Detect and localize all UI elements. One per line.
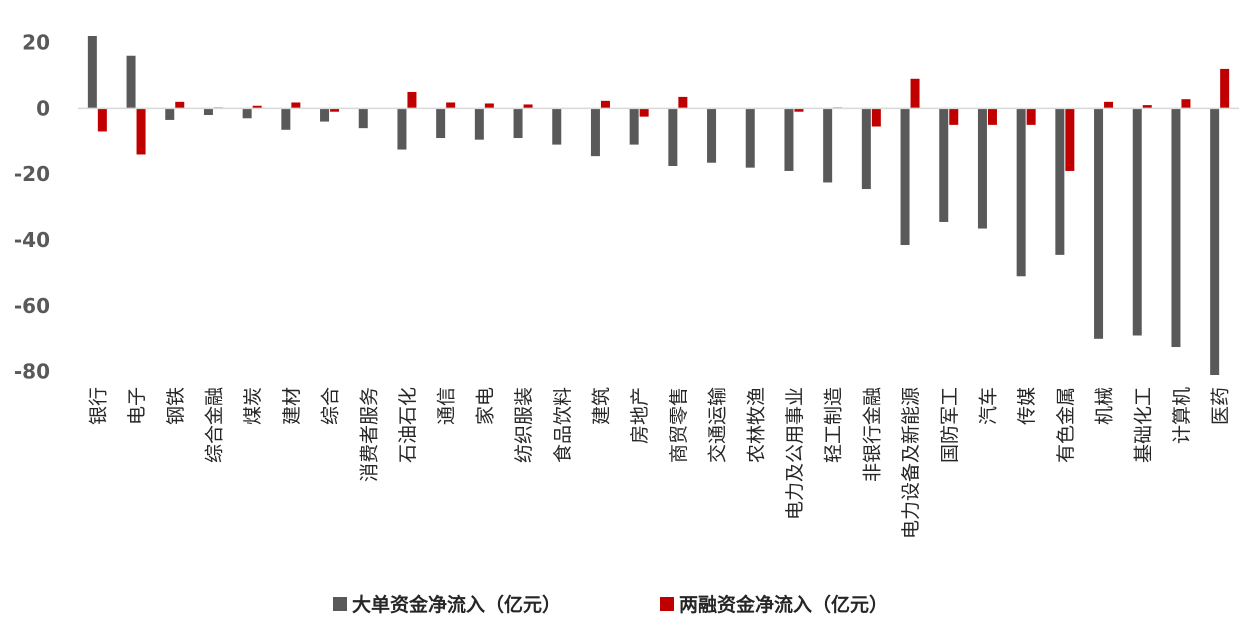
bar-big-order xyxy=(397,108,407,150)
x-category-label: 银行 xyxy=(87,387,109,425)
x-category-label: 通信 xyxy=(436,387,458,425)
x-category-label: 建筑 xyxy=(590,387,612,425)
bar-margin xyxy=(1026,108,1036,125)
x-category-label: 非银行金融 xyxy=(861,387,883,482)
bar-margin xyxy=(407,91,417,109)
bar-big-order xyxy=(977,108,987,229)
bar-big-order xyxy=(203,108,213,115)
bar-big-order xyxy=(87,36,97,109)
x-category-label: 交通运输 xyxy=(707,387,729,463)
bar-big-order xyxy=(590,108,600,157)
bar-margin xyxy=(639,108,649,117)
bar-big-order xyxy=(474,108,484,140)
x-category-label: 计算机 xyxy=(1171,387,1193,444)
bar-big-order xyxy=(1171,108,1181,348)
bar-big-order xyxy=(629,108,639,145)
x-category-label: 医药 xyxy=(1210,387,1232,425)
x-axis-labels: 银行 电子 钢铁 综合金融 煤炭 建材 综合 消费者服务 石油石化 通信 家电 纺织服装 食品饮料 建筑房… xyxy=(87,387,1231,539)
x-category-label: 电力及公用事业 xyxy=(784,387,806,520)
bar-margin xyxy=(678,96,688,109)
bar-margin xyxy=(1181,99,1191,109)
y-tick-label: 0 xyxy=(36,96,50,120)
x-category-label: 建材 xyxy=(281,387,303,425)
bar-big-order xyxy=(900,108,910,245)
x-category-label: 煤炭 xyxy=(242,387,264,425)
x-category-label: 电子 xyxy=(126,387,148,425)
x-category-label: 综合金融 xyxy=(203,387,225,463)
bar-big-order xyxy=(281,108,291,130)
bar-margin xyxy=(446,102,456,109)
y-tick-label: -60 xyxy=(14,294,50,318)
bar-big-order xyxy=(1132,108,1142,336)
bar-big-order xyxy=(1210,108,1220,375)
bar-big-order xyxy=(823,108,833,183)
bar-margin xyxy=(1220,68,1230,109)
bar-big-order xyxy=(513,108,523,139)
x-category-label: 轻工制造 xyxy=(823,387,845,463)
x-category-label: 房地产 xyxy=(629,387,651,444)
bar-margin xyxy=(136,108,146,155)
x-category-label: 食品饮料 xyxy=(552,387,574,463)
bar-margin xyxy=(175,101,185,109)
bar-big-order xyxy=(668,108,678,167)
x-category-label: 有色金属 xyxy=(1055,387,1077,463)
y-tick-label: -20 xyxy=(14,162,50,186)
bar-margin xyxy=(1104,101,1114,109)
legend-label-big-order: 大单资金净流入（亿元） xyxy=(352,593,561,616)
bar-big-order xyxy=(358,108,368,129)
bar-margin xyxy=(291,102,301,109)
bar-big-order xyxy=(745,108,755,168)
y-tick-label: -40 xyxy=(14,228,50,252)
x-category-label: 农林牧渔 xyxy=(745,387,767,463)
bar-margin xyxy=(910,78,920,109)
legend-label-margin: 两融资金净流入（亿元） xyxy=(679,593,888,616)
bar-big-order xyxy=(861,108,871,190)
bar-margin xyxy=(523,104,533,109)
bar-margin xyxy=(330,108,340,112)
bar-big-order xyxy=(242,108,252,119)
bar-big-order xyxy=(1016,108,1026,277)
bar-margin xyxy=(252,105,262,109)
x-category-label: 机械 xyxy=(1094,387,1116,425)
bar-big-order xyxy=(939,108,949,222)
x-category-label: 钢铁 xyxy=(165,387,187,425)
y-axis: 20 0 -20 -40 -60 -80 xyxy=(14,31,50,384)
bar-big-order xyxy=(552,108,562,145)
x-category-label: 纺织服装 xyxy=(513,387,535,463)
legend: 大单资金净流入（亿元） 两融资金净流入（亿元） xyxy=(333,593,888,616)
bar-big-order xyxy=(784,108,794,171)
x-category-label: 国防军工 xyxy=(939,387,961,463)
bar-big-order xyxy=(126,55,136,109)
bar-margin xyxy=(1065,108,1075,171)
x-category-label: 汽车 xyxy=(977,387,999,425)
bar-big-order xyxy=(1055,108,1065,255)
bar-margin xyxy=(871,108,881,127)
x-category-label: 商贸零售 xyxy=(668,387,690,463)
bar-margin xyxy=(794,108,804,112)
bar-margin xyxy=(949,108,959,125)
legend-swatch-margin xyxy=(660,597,674,611)
x-category-label: 综合 xyxy=(320,387,342,425)
bar-big-order xyxy=(165,108,175,120)
bar-big-order xyxy=(1094,108,1104,339)
bar-margin xyxy=(1142,105,1152,109)
bar-big-order xyxy=(707,108,717,163)
bars xyxy=(87,36,1230,375)
x-category-label: 家电 xyxy=(474,387,496,425)
bar-big-order xyxy=(320,108,330,122)
x-category-label: 电力设备及新能源 xyxy=(900,387,922,539)
bar-margin xyxy=(97,108,107,132)
x-category-label: 消费者服务 xyxy=(358,387,380,482)
bar-big-order xyxy=(436,108,446,139)
bar-margin xyxy=(987,108,997,125)
x-category-label: 传媒 xyxy=(1016,387,1038,425)
x-category-label: 石油石化 xyxy=(397,387,419,463)
bar-margin xyxy=(600,100,610,109)
y-tick-label: 20 xyxy=(22,31,50,55)
bar-margin xyxy=(484,103,494,109)
y-tick-label: -80 xyxy=(14,360,50,384)
legend-swatch-big-order xyxy=(333,597,347,611)
x-category-label: 基础化工 xyxy=(1132,387,1154,463)
